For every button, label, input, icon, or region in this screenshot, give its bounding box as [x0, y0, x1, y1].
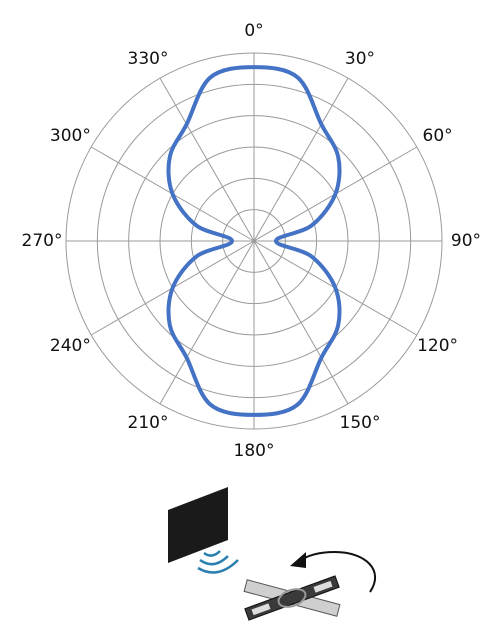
angle-label: 270° [22, 231, 63, 251]
angle-label: 150° [340, 413, 381, 433]
angle-label: 180° [234, 441, 275, 461]
grid-spoke [159, 77, 255, 242]
grid-spoke [253, 240, 349, 405]
wave [199, 555, 229, 566]
angle-label: 330° [128, 49, 169, 69]
angle-label: 30° [345, 49, 375, 69]
reader-antenna [168, 487, 228, 563]
rotation-arrow [297, 550, 376, 593]
grid-spoke [159, 240, 255, 405]
pattern-line [166, 65, 342, 417]
wave [197, 559, 239, 574]
angle-label: 210° [128, 413, 169, 433]
tag [243, 575, 341, 621]
angle-label: 90° [451, 231, 481, 251]
wave [203, 550, 221, 557]
illustration [168, 487, 376, 621]
angle-label: 0° [244, 21, 263, 41]
arrow-head [290, 552, 306, 568]
grid-spoke [253, 77, 349, 242]
angle-label: 120° [417, 336, 458, 356]
angle-label: 60° [423, 126, 453, 146]
angle-label: 300° [50, 126, 91, 146]
angle-label: 240° [50, 336, 91, 356]
